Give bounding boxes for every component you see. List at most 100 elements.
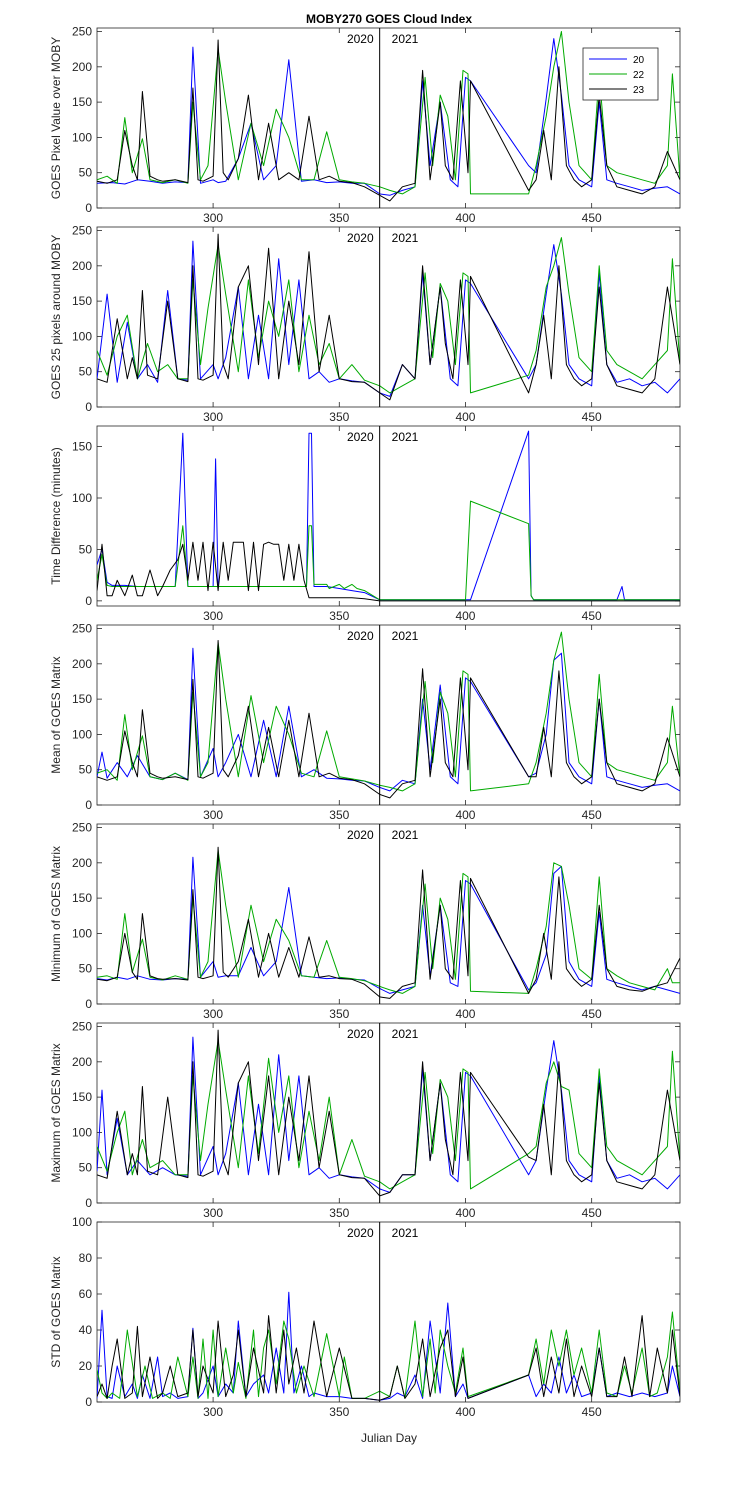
x-tick-label: 400 bbox=[455, 211, 475, 225]
plot-area bbox=[96, 1221, 681, 1403]
year-label-2020: 2020 bbox=[347, 828, 374, 842]
series-line-20 bbox=[97, 1291, 680, 1401]
x-tick-label: 400 bbox=[455, 1206, 475, 1220]
x-tick-label: 400 bbox=[455, 1007, 475, 1021]
y-tick-label: 200 bbox=[72, 259, 92, 273]
series-group bbox=[97, 846, 680, 999]
y-tick-label: 100 bbox=[72, 491, 92, 505]
y-tick-label: 150 bbox=[72, 692, 92, 706]
y-tick-label: 150 bbox=[72, 1090, 92, 1104]
y-tick-label: 150 bbox=[72, 294, 92, 308]
y-tick-label: 0 bbox=[85, 997, 92, 1011]
y-tick-label: 40 bbox=[79, 1323, 93, 1337]
x-tick-label: 450 bbox=[582, 808, 602, 822]
y-tick-label: 150 bbox=[72, 891, 92, 905]
y-tick-label: 0 bbox=[85, 1395, 92, 1409]
x-tick-label: 300 bbox=[203, 1007, 223, 1021]
y-tick-label: 100 bbox=[72, 1215, 92, 1229]
year-label-2021: 2021 bbox=[392, 1226, 419, 1240]
year-label-2020: 2020 bbox=[347, 629, 374, 643]
series-group bbox=[97, 31, 680, 202]
x-axis-label: Julian Day bbox=[361, 1431, 417, 1445]
year-label-2021: 2021 bbox=[392, 629, 419, 643]
x-tick-label: 300 bbox=[203, 410, 223, 424]
year-label-2020: 2020 bbox=[347, 231, 374, 245]
x-tick-label: 450 bbox=[582, 211, 602, 225]
y-tick-label: 0 bbox=[85, 400, 92, 414]
x-tick-label: 400 bbox=[455, 1405, 475, 1419]
y-axis-label: Minimum of GOES Matrix bbox=[49, 846, 63, 982]
legend-label-22: 22 bbox=[633, 70, 645, 81]
legend-label-20: 20 bbox=[633, 55, 645, 66]
y-tick-label: 50 bbox=[79, 365, 93, 379]
y-tick-label: 50 bbox=[79, 763, 93, 777]
legend: 20 22 23 bbox=[582, 47, 659, 101]
x-tick-label: 300 bbox=[203, 211, 223, 225]
y-tick-label: 50 bbox=[79, 542, 93, 556]
legend-label-23: 23 bbox=[633, 85, 645, 96]
x-tick-label: 350 bbox=[329, 808, 349, 822]
x-tick-label: 350 bbox=[329, 1007, 349, 1021]
x-tick-label: 450 bbox=[582, 1007, 602, 1021]
x-tick-label: 350 bbox=[329, 211, 349, 225]
x-tick-label: 300 bbox=[203, 1206, 223, 1220]
y-tick-label: 200 bbox=[72, 657, 92, 671]
series-line-23 bbox=[97, 541, 680, 602]
figure-title: MOBY270 GOES Cloud Index bbox=[306, 12, 472, 26]
plot-area bbox=[96, 425, 681, 607]
y-tick-label: 250 bbox=[72, 25, 92, 39]
series-line-23 bbox=[97, 640, 680, 799]
x-tick-label: 300 bbox=[203, 1405, 223, 1419]
panel-2: 0 50 100 150 200 250 300 350 400 450 GOES 25 pixel… bbox=[49, 224, 681, 424]
y-tick-label: 250 bbox=[72, 821, 92, 835]
y-tick-label: 250 bbox=[72, 224, 92, 238]
year-label-2020: 2020 bbox=[347, 32, 374, 46]
y-tick-label: 50 bbox=[79, 962, 93, 976]
x-tick-label: 400 bbox=[455, 410, 475, 424]
panel-4: 0 50 100 150 200 250 300 350 400 450 Mean of GOES … bbox=[49, 622, 681, 822]
y-tick-label: 100 bbox=[72, 329, 92, 343]
y-tick-label: 150 bbox=[72, 440, 92, 454]
y-axis-label: GOES Pixel Value over MOBY bbox=[49, 37, 63, 200]
year-label-2021: 2021 bbox=[392, 231, 419, 245]
y-axis-label: Time Difference (minutes) bbox=[49, 447, 63, 584]
panel-6: 0 50 100 150 200 250 300 350 400 450 Maximum of GO… bbox=[49, 1020, 681, 1220]
series-line-23 bbox=[97, 1029, 680, 1197]
x-tick-label: 450 bbox=[582, 1405, 602, 1419]
y-tick-label: 200 bbox=[72, 1055, 92, 1069]
y-tick-label: 200 bbox=[72, 60, 92, 74]
plot-area bbox=[96, 624, 681, 806]
x-tick-label: 350 bbox=[329, 1405, 349, 1419]
y-tick-label: 0 bbox=[85, 201, 92, 215]
x-tick-label: 450 bbox=[582, 1206, 602, 1220]
series-line-23 bbox=[97, 1315, 680, 1401]
year-label-2021: 2021 bbox=[392, 1027, 419, 1041]
year-label-2021: 2021 bbox=[392, 430, 419, 444]
series-line-20 bbox=[97, 38, 680, 196]
y-tick-label: 100 bbox=[72, 130, 92, 144]
y-tick-label: 50 bbox=[79, 1161, 93, 1175]
series-line-23 bbox=[97, 233, 680, 401]
x-tick-label: 350 bbox=[329, 1206, 349, 1220]
y-tick-label: 250 bbox=[72, 622, 92, 636]
y-tick-label: 100 bbox=[72, 727, 92, 741]
year-label-2020: 2020 bbox=[347, 1027, 374, 1041]
y-tick-label: 100 bbox=[72, 1125, 92, 1139]
panel-1: 0 50 100 150 200 250 300 350 400 450 GOES Pixel Va… bbox=[49, 25, 681, 225]
y-axis-label: Maximum of GOES Matrix bbox=[49, 1043, 63, 1182]
y-tick-label: 150 bbox=[72, 95, 92, 109]
x-tick-label: 300 bbox=[203, 609, 223, 623]
year-label-2021: 2021 bbox=[392, 32, 419, 46]
panel-5: 0 50 100 150 200 250 300 350 400 450 Minimum of GO… bbox=[49, 821, 681, 1021]
year-label-2021: 2021 bbox=[392, 828, 419, 842]
series-line-22 bbox=[97, 1311, 680, 1399]
year-label-2020: 2020 bbox=[347, 1226, 374, 1240]
y-axis-label: GOES 25 pixels around MOBY bbox=[49, 235, 63, 400]
panel-7: 0 20 40 60 80 100 300 350 400 450 STD of GOES Matr… bbox=[49, 1215, 681, 1419]
y-tick-label: 0 bbox=[85, 594, 92, 608]
y-tick-label: 200 bbox=[72, 856, 92, 870]
y-tick-label: 250 bbox=[72, 1020, 92, 1034]
x-tick-label: 350 bbox=[329, 410, 349, 424]
